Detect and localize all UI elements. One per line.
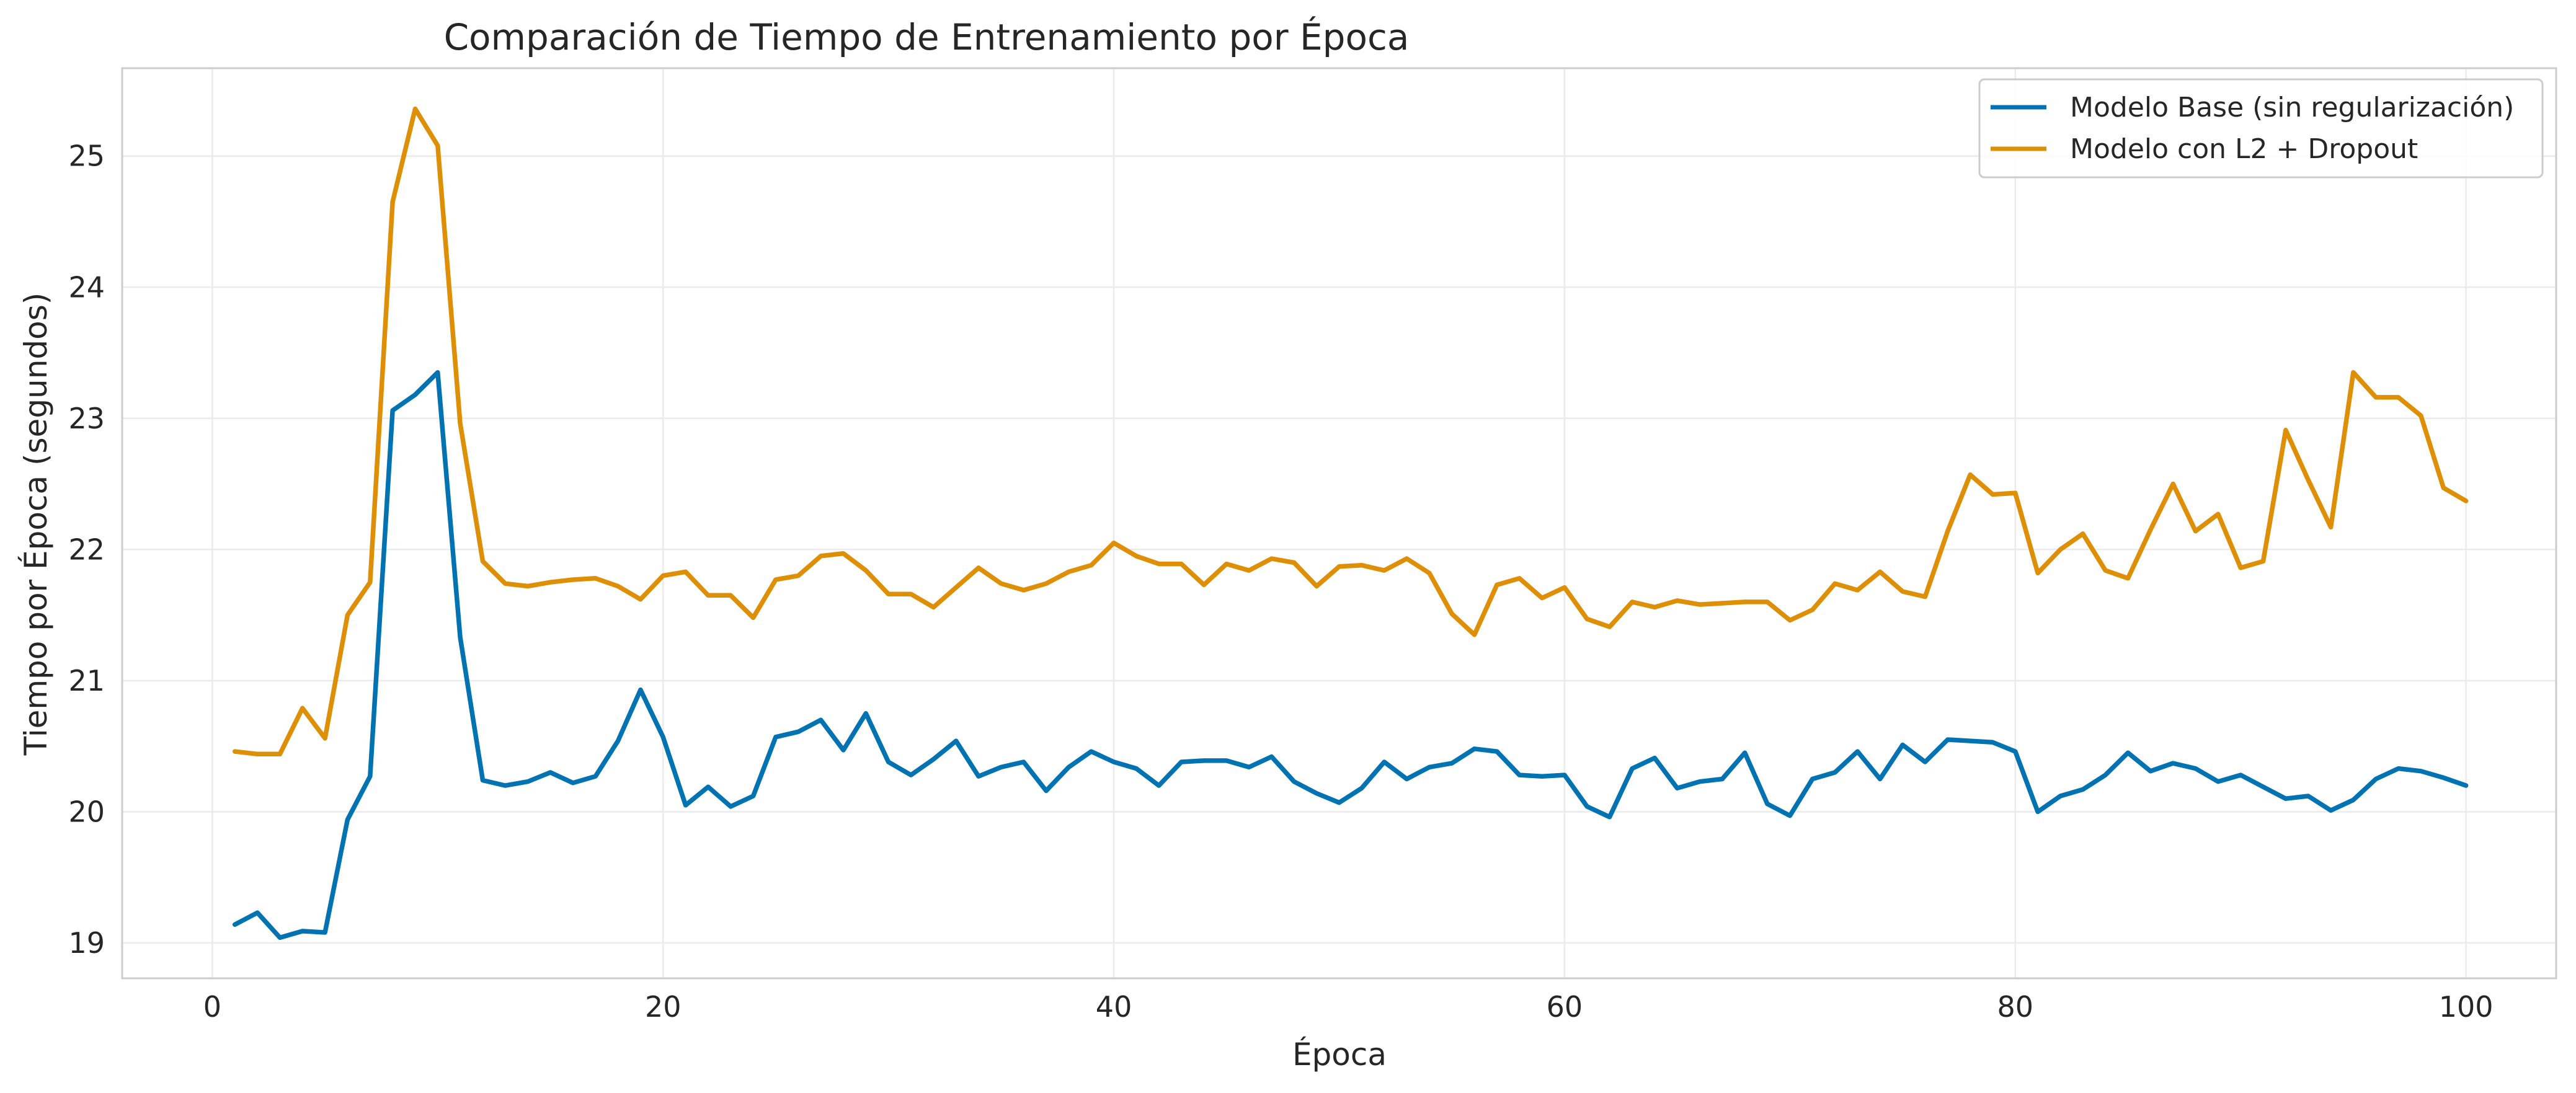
series-line-l2-dropout [232, 106, 2469, 757]
x-tick-label: 40 [1096, 990, 1132, 1024]
x-tick-label: 20 [645, 990, 682, 1024]
y-tick-label: 19 [68, 926, 105, 960]
legend-box [1978, 78, 2544, 179]
y-tick-labels: 19 20 21 22 23 24 25 [68, 139, 105, 960]
x-tick-label: 100 [2439, 990, 2494, 1024]
legend-label-base: Modelo Base (sin regularización) [2070, 92, 2514, 123]
chart-title: Comparación de Tiempo de Entrenamiento p… [444, 15, 1410, 58]
plot-frame [121, 67, 2557, 980]
series-lines [232, 106, 2469, 940]
x-tick-label: 60 [1547, 990, 1583, 1024]
x-axis-label: Época [1292, 1036, 1387, 1073]
y-tick-label: 21 [68, 664, 105, 697]
legend: Modelo Base (sin regularización) Modelo … [1978, 78, 2544, 179]
y-tick-label: 24 [68, 270, 105, 304]
x-tick-labels: 0 20 40 60 80 100 [203, 990, 2494, 1024]
y-tick-label: 23 [68, 402, 105, 435]
y-axis-label: Tiempo por Época (segundos) [17, 293, 54, 756]
legend-label-l2: Modelo con L2 + Dropout [2070, 133, 2418, 165]
y-tick-label: 25 [68, 139, 105, 173]
grid [122, 68, 2556, 978]
y-tick-label: 22 [68, 533, 105, 566]
x-tick-label: 0 [203, 990, 221, 1024]
series-line-base [232, 369, 2469, 940]
y-tick-label: 20 [68, 795, 105, 828]
x-tick-label: 80 [1997, 990, 2034, 1024]
